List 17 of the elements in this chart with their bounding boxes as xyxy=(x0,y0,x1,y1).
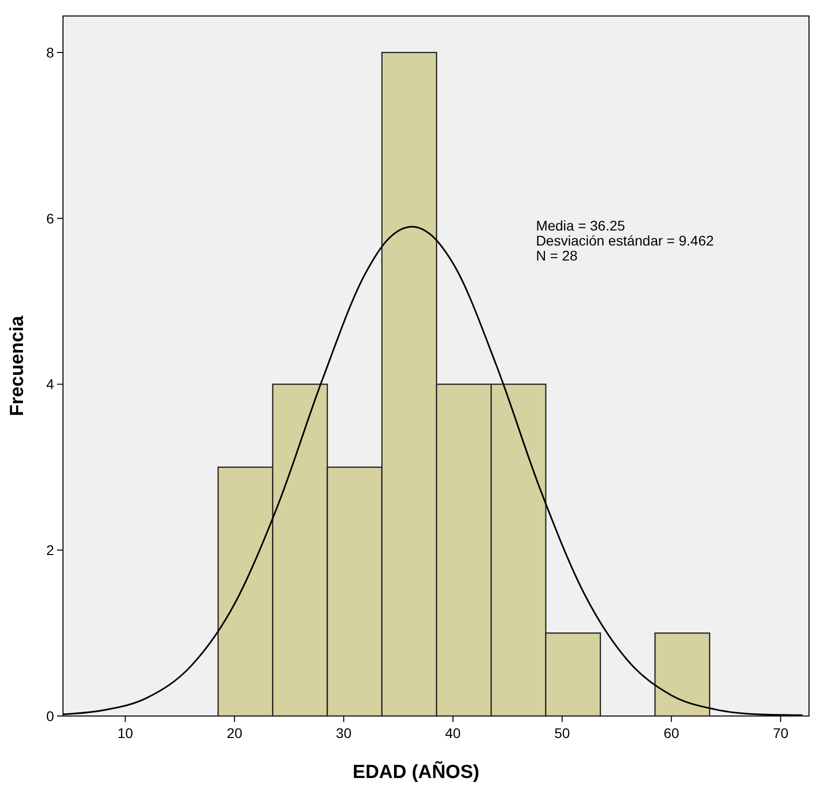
x-tick-label: 40 xyxy=(445,725,461,741)
x-tick-label: 70 xyxy=(772,725,789,741)
x-tick-label: 10 xyxy=(117,725,134,741)
annotation: N = 28 xyxy=(536,247,578,264)
y-axis-title: Frecuencia xyxy=(7,315,28,416)
x-axis-title: EDAD (AÑOS) xyxy=(352,761,480,783)
annotation: Desviación estándar = 9.462 xyxy=(536,232,714,248)
annotation: Media = 36.25 xyxy=(536,217,626,234)
y-tick-label: 2 xyxy=(46,542,54,558)
x-tick-label: 20 xyxy=(226,725,242,741)
x-tick-label: 60 xyxy=(664,725,680,741)
x-tick-label: 50 xyxy=(554,725,570,741)
y-tick-label: 6 xyxy=(46,210,54,226)
y-tick-label: 4 xyxy=(46,376,54,392)
x-tick-label: 30 xyxy=(336,725,352,741)
y-tick-label: 8 xyxy=(46,44,54,60)
y-tick-label: 0 xyxy=(46,708,54,724)
